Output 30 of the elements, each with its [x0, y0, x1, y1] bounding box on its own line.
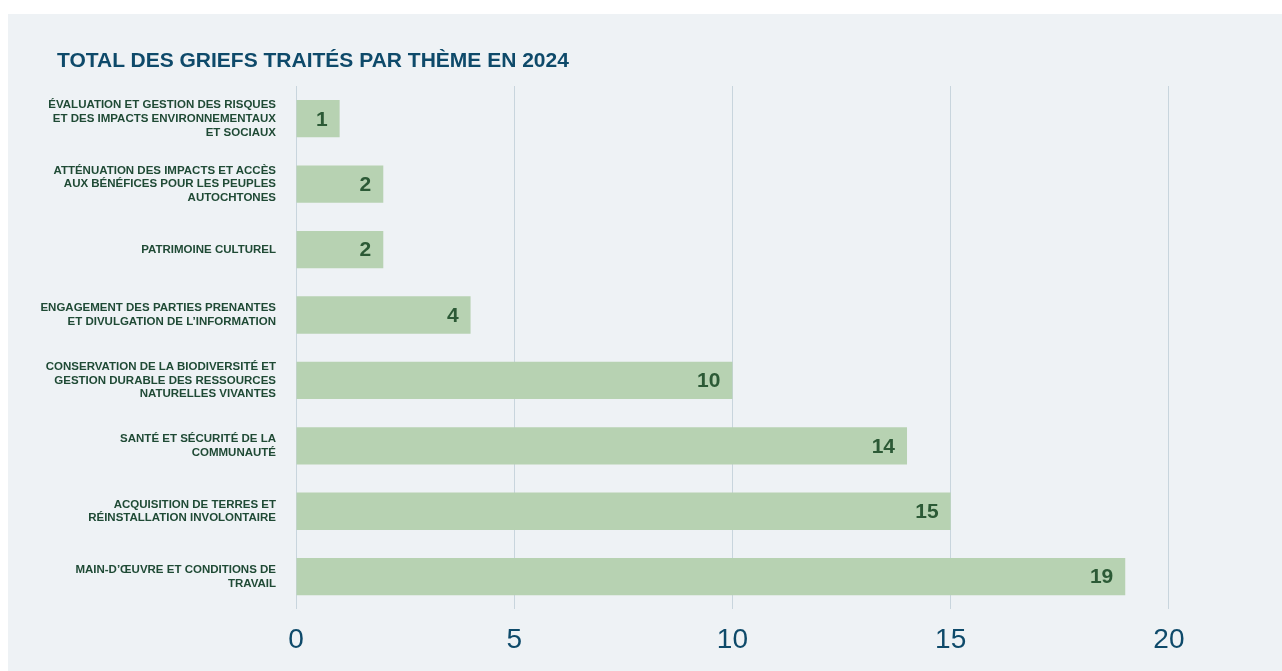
data-label: 4 — [446, 302, 459, 326]
bar — [296, 296, 471, 334]
y-tick-label: ÉVALUATION ET GESTION DES RISQUES ET DES IMPACTS ENVIRONNEMENTAUX ET SOCIAUX — [48, 98, 277, 138]
y-tick-label: ATTÉNUATION DES IMPACTS ET ACCÈS AUX BÉNÉFICES POUR LES PEUPLES AUTOCHTONES — [53, 163, 277, 204]
y-tick-label: ACQUISITION DE TERRES ET RÉINSTALLATION INVOLONTAIRE — [88, 497, 277, 524]
bar — [296, 492, 951, 530]
data-label: 14 — [871, 433, 896, 457]
data-label: 19 — [1089, 564, 1114, 588]
x-tick-label: 5 — [506, 622, 523, 654]
x-tick-label: 10 — [716, 622, 749, 654]
data-label: 10 — [697, 368, 721, 392]
y-tick-label: MAIN-D’ŒUVRE ET CONDITIONS DE TRAVAIL — [75, 562, 277, 589]
bar — [296, 230, 384, 269]
y-tick-label: SANTÉ ET SÉCURITÉ DE LA COMMUNAUTÉ — [120, 432, 277, 458]
x-tick-label: 15 — [935, 622, 967, 654]
bar — [296, 361, 733, 400]
data-label: 2 — [359, 171, 372, 195]
y-tick-label: CONSERVATION DE LA BIODIVERSITÉ ET GESTION DURABLE DES RESSOURCES NATURELLES VIVANTES — [45, 359, 277, 400]
y-tick-label: PATRIMOINE CULTUREL — [141, 242, 276, 255]
x-tick-label: 0 — [288, 622, 304, 654]
data-label: 1 — [315, 106, 328, 130]
bar — [296, 100, 340, 138]
data-label: 15 — [915, 499, 939, 523]
data-label: 2 — [359, 237, 372, 261]
y-tick-label: ENGAGEMENT DES PARTIES PRENANTES ET DIVULGATION DE L’INFORMATION — [40, 301, 277, 328]
chart-title: TOTAL DES GRIEFS TRAITÉS PAR THÈME EN 2024 — [57, 48, 569, 72]
bar — [296, 165, 384, 203]
bar — [296, 427, 908, 465]
bar — [296, 558, 1126, 596]
x-tick-label: 20 — [1153, 622, 1185, 654]
